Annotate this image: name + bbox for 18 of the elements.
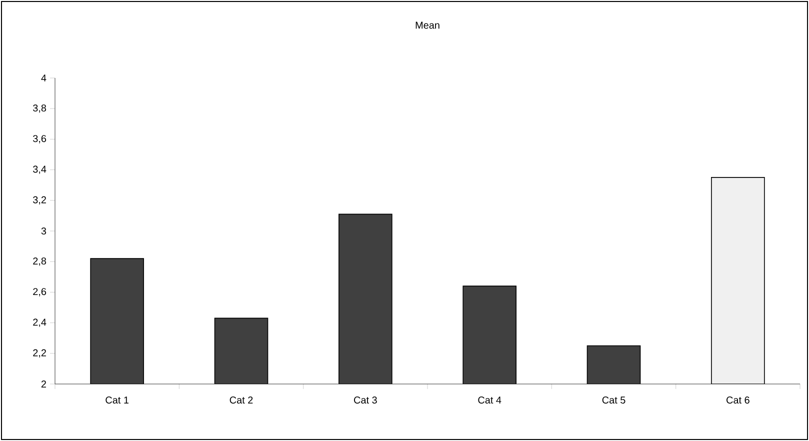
y-tick-label: 3,6 [33,135,46,144]
chart-title: Mean [416,22,440,29]
y-tick-label: 3,2 [33,196,46,205]
x-tick-label: Cat 1 [106,396,129,404]
x-tick-label: Cat 5 [602,396,626,404]
x-tick-label: Cat 3 [354,396,377,404]
x-tick-label: Cat 2 [230,396,253,404]
x-tick-label: Cat 6 [726,396,750,404]
y-tick-label: 4 [41,74,46,82]
y-tick-label: 3,8 [33,104,46,113]
y-tick-label: 2,8 [33,257,46,266]
y-tick-label: 2 [41,380,46,388]
y-tick-label: 2,2 [33,349,46,358]
y-tick-label: 3,4 [33,166,46,174]
x-tick-label: Cat 4 [478,396,502,404]
y-tick-label: 2,4 [33,318,46,327]
y-tick-label: 3 [41,227,46,235]
y-tick-label: 2,6 [33,288,46,296]
